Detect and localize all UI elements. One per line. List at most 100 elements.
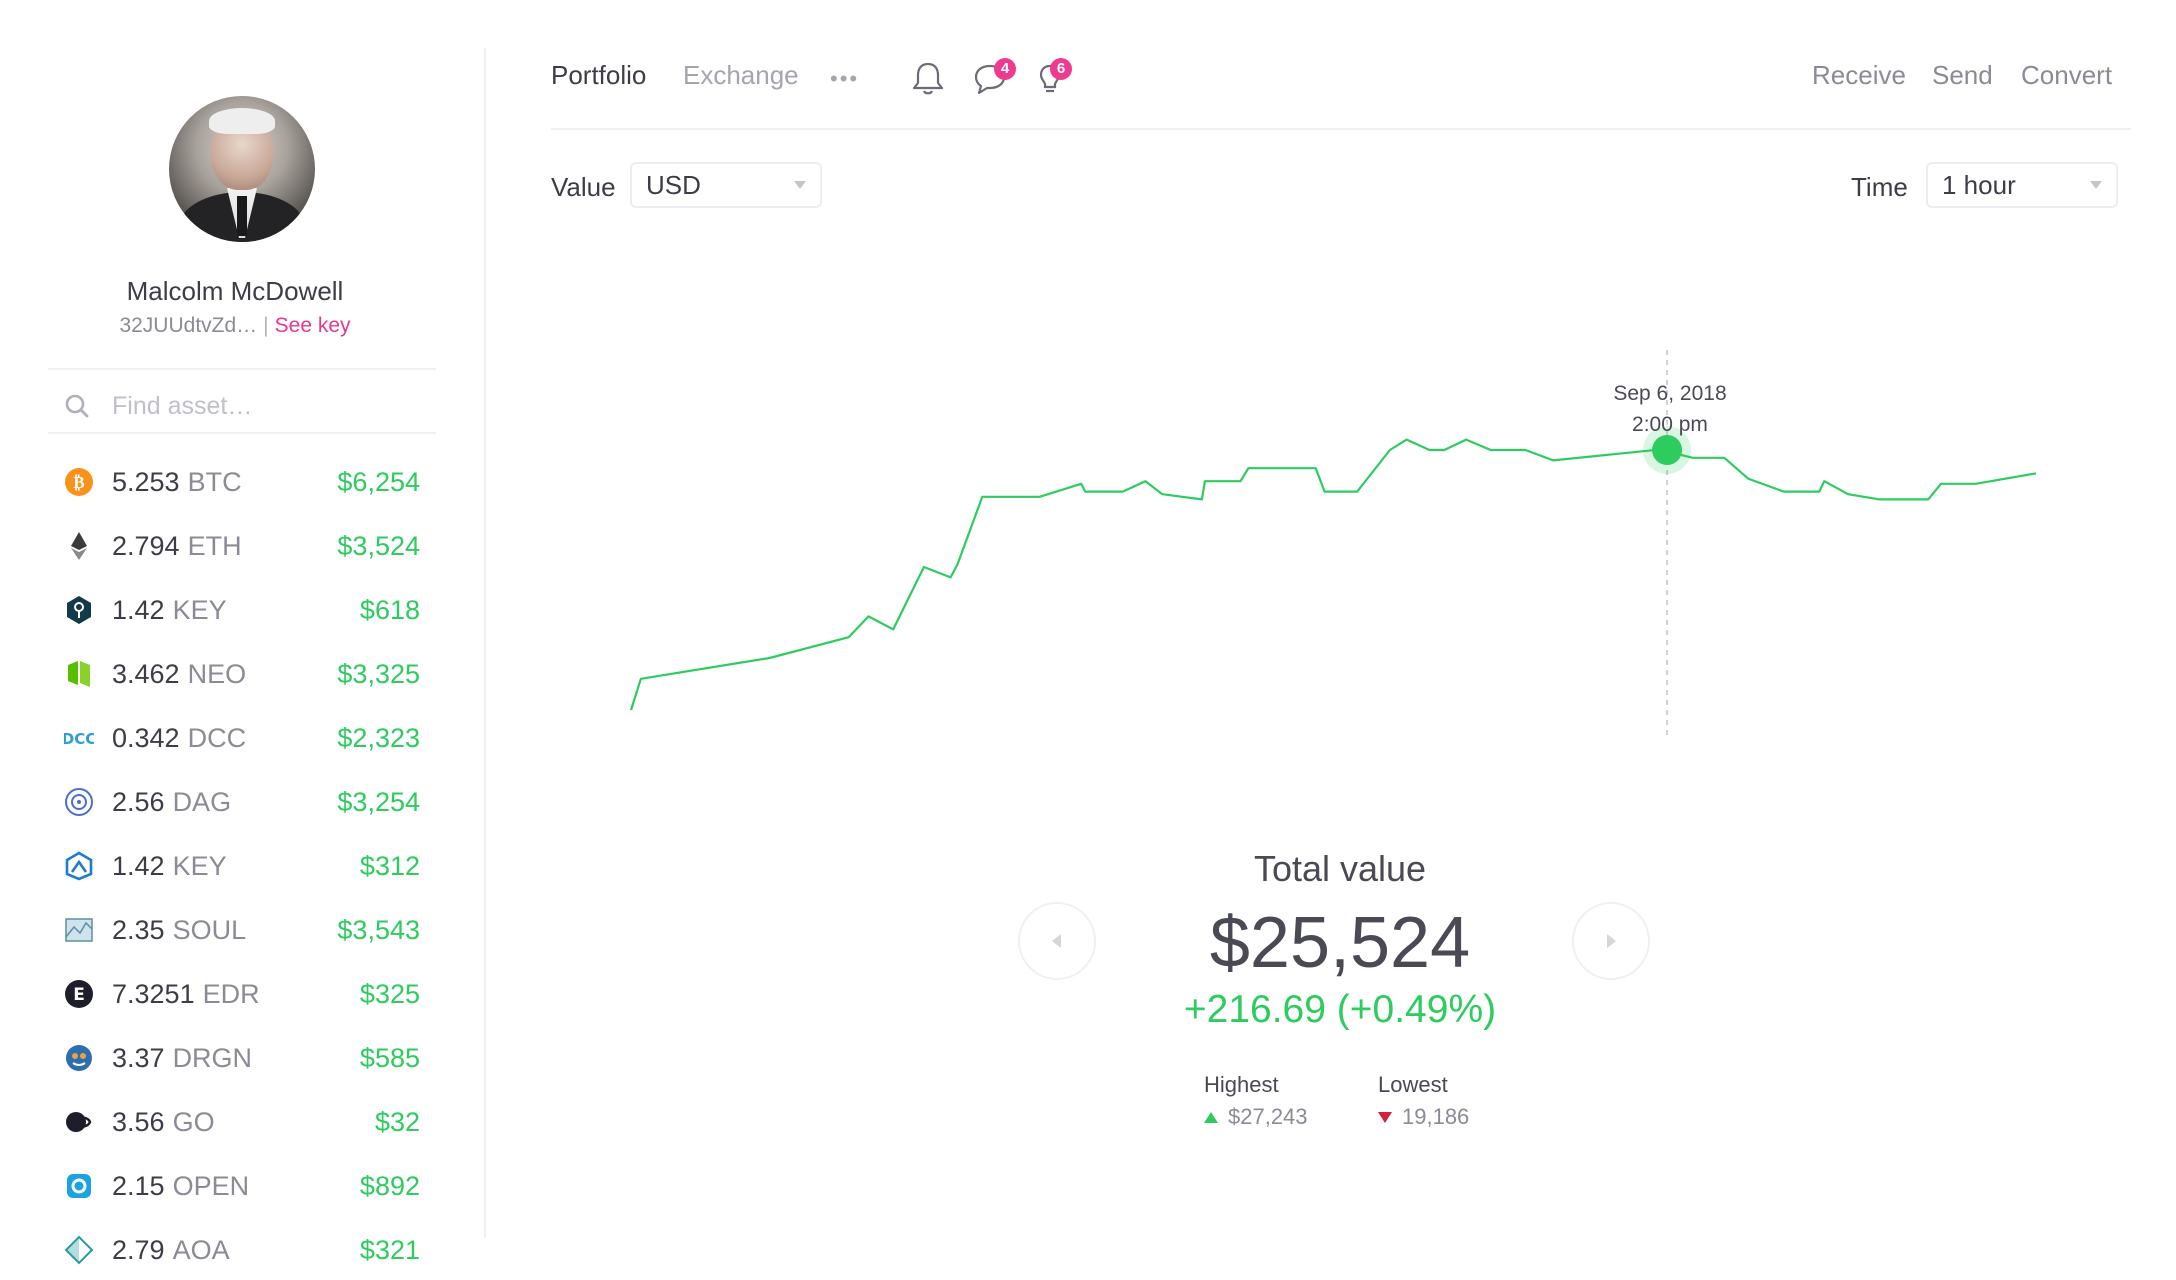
asset-symbol: GO [172, 1106, 215, 1137]
asset-search[interactable] [64, 386, 434, 426]
chevron-right-icon [1607, 934, 1616, 948]
asset-value: $3,524 [337, 530, 420, 561]
asset-amount: 7.3251 [112, 978, 195, 1009]
sidebar-divider [484, 48, 486, 1238]
total-change: +216.69 (+0.49%) [1183, 988, 1497, 1031]
total-value: $25,524 [1209, 903, 1471, 983]
asset-symbol: NEO [187, 658, 247, 689]
key-hexagon-icon [64, 595, 94, 625]
asset-value: $321 [359, 1234, 420, 1265]
convert-button[interactable]: Convert [2021, 60, 2113, 90]
asset-value: $3,325 [337, 658, 420, 689]
key-chevron-icon [64, 851, 94, 881]
asset-amount: 3.37 [112, 1042, 165, 1073]
asset-value: $3,543 [337, 914, 420, 945]
tooltip-date: Sep 6, 2018 [1613, 382, 1727, 405]
see-key-link[interactable]: See key [274, 314, 351, 337]
lowest-value-row: 19,186 [1378, 1104, 1469, 1130]
down-arrow-icon [1378, 1111, 1392, 1123]
receive-button[interactable]: Receive [1812, 60, 1906, 90]
sidebar-divider-top [48, 368, 436, 370]
currency-selected: USD [646, 169, 701, 200]
key-separator: | [263, 314, 269, 337]
asset-row-btc[interactable]: ₿ 5.253 BTC $6,254 [64, 460, 420, 504]
asset-amount: 2.15 [112, 1170, 165, 1201]
highest-value-row: $27,243 [1204, 1104, 1308, 1130]
asset-row-go[interactable]: 3.56 GO $32 [64, 1100, 420, 1144]
dragon-icon [64, 1043, 94, 1073]
next-button[interactable] [1572, 902, 1650, 980]
asset-row-key[interactable]: 1.42 KEY $312 [64, 844, 420, 888]
asset-symbol: BTC [187, 466, 242, 497]
portfolio-chart[interactable] [551, 220, 2131, 780]
chevron-down-icon [794, 181, 806, 189]
asset-symbol: DCC [187, 722, 247, 753]
asset-row-soul[interactable]: 2.35 SOUL $3,543 [64, 908, 420, 952]
dag-icon [64, 787, 94, 817]
bell-icon[interactable] [908, 58, 948, 98]
svg-text:E: E [73, 985, 85, 1005]
open-icon [64, 1171, 94, 1201]
total-value-label: Total value [1253, 848, 1427, 889]
asset-row-dcc[interactable]: DCC 0.342 DCC $2,323 [64, 716, 420, 760]
asset-amount: 3.56 [112, 1106, 165, 1137]
asset-value: $6,254 [337, 466, 420, 497]
asset-value: $32 [374, 1106, 420, 1137]
currency-select[interactable]: USD [630, 162, 822, 208]
asset-symbol: AOA [172, 1234, 230, 1265]
tab-portfolio[interactable]: Portfolio [551, 60, 647, 90]
previous-button[interactable] [1018, 902, 1096, 980]
chart-tooltip: Sep 6, 2018 2:00 pm [1560, 378, 1780, 440]
asset-value: $312 [359, 850, 420, 881]
svg-text:₿: ₿ [73, 473, 84, 493]
more-menu-button[interactable]: ••• [830, 66, 860, 91]
asset-symbol: KEY [172, 594, 227, 625]
tooltip-time: 2:00 pm [1632, 413, 1708, 436]
up-arrow-icon [1204, 1111, 1218, 1123]
asset-symbol: DRGN [172, 1042, 253, 1073]
asset-symbol: EDR [202, 978, 260, 1009]
bitcoin-icon: ₿ [64, 467, 94, 497]
asset-symbol: DAG [172, 786, 232, 817]
aoa-icon [64, 1235, 94, 1265]
edr-icon: E [64, 979, 94, 1009]
time-label: Time [1851, 172, 1908, 202]
value-label: Value [551, 172, 616, 202]
time-range-selected: 1 hour [1942, 169, 2016, 200]
asset-amount: 0.342 [112, 722, 180, 753]
asset-row-edr[interactable]: E 7.3251 EDR $325 [64, 972, 420, 1016]
asset-value: $618 [359, 594, 420, 625]
lowest-label: Lowest [1378, 1072, 1448, 1097]
lowest-value: 19,186 [1402, 1104, 1470, 1129]
wallet-key: 32JUUdtvZd… | See key [0, 314, 470, 338]
asset-amount: 1.42 [112, 594, 165, 625]
asset-row-drgn[interactable]: 3.37 DRGN $585 [64, 1036, 420, 1080]
search-icon [65, 394, 89, 418]
search-input[interactable] [110, 390, 414, 422]
asset-row-aoa[interactable]: 2.79 AOA $321 [64, 1228, 420, 1272]
asset-amount: 2.79 [112, 1234, 165, 1265]
tab-exchange[interactable]: Exchange [683, 60, 799, 90]
asset-value: $892 [359, 1170, 420, 1201]
asset-row-neo[interactable]: 3.462 NEO $3,325 [64, 652, 420, 696]
soul-icon [64, 915, 94, 945]
ethereum-icon [64, 531, 94, 561]
asset-value: $325 [359, 978, 420, 1009]
messages-badge: 4 [994, 58, 1016, 80]
neo-icon [64, 659, 94, 689]
asset-symbol: KEY [172, 850, 227, 881]
asset-amount: 1.42 [112, 850, 165, 881]
asset-value: $2,323 [337, 722, 420, 753]
asset-row-dag[interactable]: 2.56 DAG $3,254 [64, 780, 420, 824]
asset-row-open[interactable]: 2.15 OPEN $892 [64, 1164, 420, 1208]
send-button[interactable]: Send [1932, 60, 1993, 90]
asset-row-eth[interactable]: 2.794 ETH $3,524 [64, 524, 420, 568]
chart-highlight-point[interactable] [1652, 435, 1683, 465]
asset-amount: 3.462 [112, 658, 180, 689]
asset-symbol: OPEN [172, 1170, 250, 1201]
time-range-select[interactable]: 1 hour [1926, 162, 2118, 208]
asset-row-key[interactable]: 1.42 KEY $618 [64, 588, 420, 632]
asset-symbol: ETH [187, 530, 242, 561]
avatar[interactable] [169, 96, 315, 242]
asset-amount: 2.794 [112, 530, 180, 561]
